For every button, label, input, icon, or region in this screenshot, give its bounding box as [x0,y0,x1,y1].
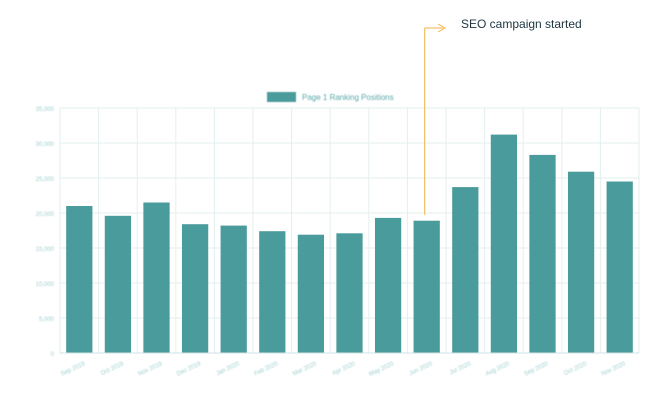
x-tick-label: Nov 2019 [138,361,164,378]
y-tick-label: 20,000 [36,212,55,218]
y-tick-label: 25,000 [36,177,55,183]
x-tick-label: Apr 2020 [332,361,357,377]
bar [104,215,132,353]
annotation-label: SEO campaign started [461,17,582,31]
bar [66,206,93,353]
x-tick-label: Oct 2020 [563,361,588,377]
annotation-arrowhead [437,23,447,33]
y-tick-label: 0 [51,352,55,358]
bar [606,181,633,353]
bar [490,134,518,353]
x-tick-label: Mar 2020 [292,361,318,377]
bar [374,217,402,353]
bar [220,225,247,353]
bar [413,220,440,353]
x-tick-label: Sep 2019 [60,361,86,378]
y-tick-label: 35,000 [36,107,55,113]
bar [336,233,363,353]
x-tick-label: Jul 2020 [449,361,473,376]
legend: Page 1 Ranking Positions [267,92,394,102]
x-tick-label: Nov 2020 [601,361,627,378]
bar [529,154,556,353]
x-tick-label: Dec 2019 [176,361,202,378]
y-tick-label: 30,000 [36,142,55,148]
x-tick-label: May 2020 [369,361,396,378]
x-tick-label: Feb 2020 [254,361,280,377]
y-tick-label: 15,000 [36,247,55,253]
x-tick-label: Jun 2020 [409,361,435,377]
x-tick-label: Jan 2020 [216,361,242,377]
x-tick-label: Sep 2020 [524,361,550,378]
legend-label: Page 1 Ranking Positions [302,92,394,102]
x-tick-label: Aug 2020 [485,361,511,378]
bar [452,187,479,353]
legend-swatch [267,92,296,102]
x-tick-label: Oct 2019 [100,361,125,377]
bar [181,224,209,353]
bar [297,234,325,353]
bar [567,171,595,353]
y-tick-label: 5,000 [39,317,55,323]
bar [259,231,286,353]
y-tick-label: 10,000 [36,282,55,288]
bar [143,202,170,353]
